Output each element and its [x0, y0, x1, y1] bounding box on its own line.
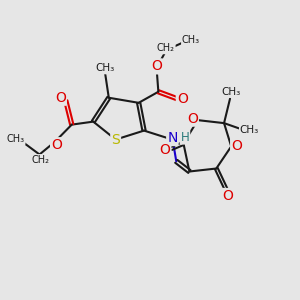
Text: O: O: [177, 92, 188, 106]
Text: CH₃: CH₃: [96, 64, 115, 74]
Text: N: N: [167, 131, 178, 145]
Text: CH₃: CH₃: [182, 35, 200, 45]
Text: O: O: [151, 59, 162, 74]
Text: H: H: [181, 131, 189, 144]
Text: CH₃: CH₃: [240, 125, 259, 135]
Text: O: O: [187, 112, 198, 126]
Text: O: O: [51, 138, 62, 152]
Text: O: O: [222, 189, 233, 203]
Text: CH₂: CH₂: [157, 44, 175, 53]
Text: CH₂: CH₂: [31, 155, 49, 165]
Text: O: O: [160, 143, 170, 157]
Text: O: O: [55, 91, 66, 105]
Text: CH₃: CH₃: [221, 87, 240, 97]
Text: CH₃: CH₃: [7, 134, 25, 144]
Text: O: O: [231, 140, 242, 153]
Text: S: S: [111, 133, 120, 146]
